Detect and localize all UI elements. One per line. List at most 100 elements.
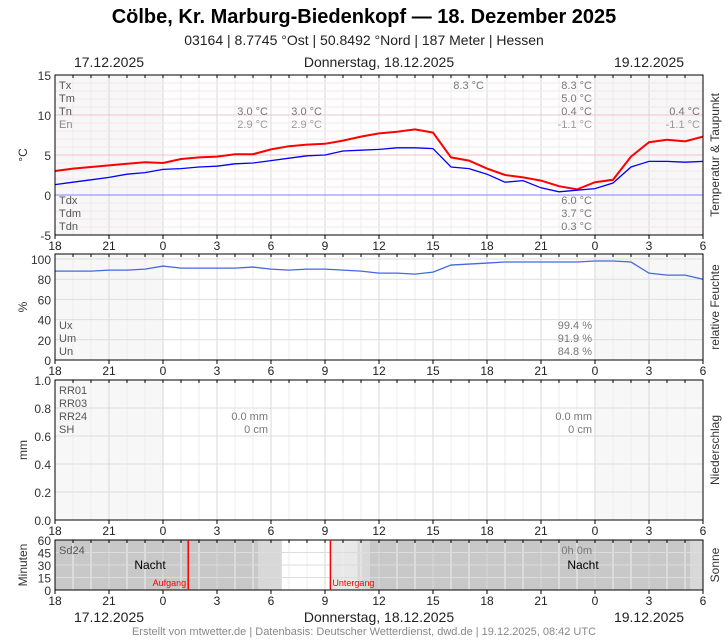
- humidity-line: [55, 260, 704, 280]
- stat-value: 0.4 °C: [561, 106, 592, 118]
- stat-value: 0.0 mm: [231, 411, 268, 423]
- x-tick-label: 3: [214, 239, 221, 253]
- stat-label: Tx: [59, 80, 72, 92]
- x-tick-label: 18: [48, 239, 62, 253]
- x-tick-label: 15: [426, 524, 440, 538]
- date-right-bottom: 19.12.2025: [614, 609, 684, 625]
- y-tick-label: 5: [44, 149, 51, 163]
- x-tick-label: 3: [214, 594, 221, 608]
- y-tick-label: 0.6: [34, 430, 51, 444]
- side-label: Sonne: [708, 547, 722, 582]
- y-tick-label: 10: [38, 109, 52, 123]
- stat-label: Un: [59, 346, 73, 358]
- stat-value: 99.4 %: [558, 320, 592, 332]
- y-tick-label: 1.0: [34, 374, 51, 388]
- plot-frame: [54, 74, 704, 236]
- y-tick-label: 0: [44, 584, 51, 598]
- x-tick-label: 6: [268, 594, 275, 608]
- date-right: 19.12.2025: [614, 54, 684, 70]
- x-tick-label: 21: [102, 594, 116, 608]
- x-tick-label: 3: [214, 364, 221, 378]
- y-tick-label: 80: [38, 273, 52, 287]
- stat-label: RR24: [59, 411, 87, 423]
- temperature-line: [54, 128, 704, 191]
- night-label: Nacht: [567, 558, 599, 572]
- x-tick-label: 12: [372, 594, 386, 608]
- stat-value: 0 cm: [568, 424, 592, 436]
- x-tick-label: 18: [48, 364, 62, 378]
- y-axis-label: °C: [16, 148, 30, 162]
- x-tick-label: 18: [480, 364, 494, 378]
- date-left-bottom: 17.12.2025: [74, 609, 144, 625]
- x-tick-label: 9: [322, 364, 329, 378]
- x-tick-label: 21: [102, 524, 116, 538]
- x-tick-label: 3: [646, 364, 653, 378]
- stat-value: -1.1 °C: [666, 119, 700, 131]
- x-tick-label: 18: [480, 524, 494, 538]
- plot-frame: [54, 539, 704, 591]
- footer-credits: Erstellt von mtwetter.de | Datenbasis: D…: [131, 626, 597, 638]
- stat-value: 84.8 %: [558, 346, 592, 358]
- tx-marker-value: 8.3 °C: [453, 80, 484, 92]
- stat-label: Um: [59, 333, 76, 345]
- stat-value: -1.1 °C: [558, 119, 592, 131]
- dewpoint-line: [54, 147, 704, 193]
- page-title: Cölbe, Kr. Marburg-Biedenkopf — 18. Deze…: [111, 6, 617, 28]
- x-tick-label: 6: [700, 594, 707, 608]
- dewpoint-stat-value: 6.0 °C: [561, 195, 592, 207]
- y-tick-label: 100: [31, 253, 51, 267]
- y-tick-label: 20: [38, 334, 52, 348]
- y-axis-label: Minuten: [16, 544, 30, 587]
- dewpoint-stat-value: 3.7 °C: [561, 208, 592, 220]
- station-info: 03164 | 8.7745 °Ost | 50.8492 °Nord | 18…: [184, 32, 544, 48]
- stat-value: 2.9 °C: [237, 119, 268, 131]
- x-tick-label: 21: [534, 594, 548, 608]
- x-tick-label: 21: [102, 364, 116, 378]
- y-tick-label: 0: [44, 189, 51, 203]
- date-left: 17.12.2025: [74, 54, 144, 70]
- x-tick-label: 3: [646, 239, 653, 253]
- stat-label: RR03: [59, 398, 87, 410]
- night-label: Nacht: [134, 558, 166, 572]
- sunset-label: Untergang: [332, 578, 374, 588]
- y-tick-label: 0: [44, 354, 51, 368]
- dewpoint-stat-label: Tdm: [59, 208, 81, 220]
- x-tick-label: 9: [322, 594, 329, 608]
- x-tick-label: 12: [372, 239, 386, 253]
- dewpoint-stat-label: Tdx: [59, 195, 78, 207]
- y-tick-label: 0.8: [34, 402, 51, 416]
- y-tick-label: 0.0: [34, 514, 51, 528]
- y-tick-label: 45: [38, 547, 52, 561]
- x-tick-label: 18: [480, 594, 494, 608]
- x-tick-label: 21: [534, 524, 548, 538]
- stat-label: SH: [59, 424, 74, 436]
- dewpoint-stat-label: Tdn: [59, 221, 78, 233]
- x-tick-label: 21: [534, 239, 548, 253]
- x-tick-label: 9: [322, 524, 329, 538]
- y-tick-label: 15: [38, 69, 52, 83]
- y-axis-label: mm: [16, 440, 30, 460]
- stat-label: Tm: [59, 93, 75, 105]
- x-tick-label: 0: [592, 524, 599, 538]
- x-tick-label: 6: [268, 524, 275, 538]
- x-tick-label: 0: [592, 239, 599, 253]
- y-tick-label: 0.4: [34, 458, 51, 472]
- stat-label: RR01: [59, 385, 87, 397]
- x-tick-label: 3: [214, 524, 221, 538]
- stat-label: En: [59, 119, 72, 131]
- stat-value: 3.0 °C: [291, 106, 322, 118]
- stat-label: Tn: [59, 106, 72, 118]
- stat-value: 0 cm: [244, 424, 268, 436]
- stat-value: 0h 0m: [561, 545, 592, 557]
- x-tick-label: 15: [426, 239, 440, 253]
- stat-value: 5.0 °C: [561, 93, 592, 105]
- x-tick-label: 6: [700, 524, 707, 538]
- plot-frame: [54, 253, 704, 361]
- y-axis-label: %: [16, 301, 30, 312]
- stat-value: 0.4 °C: [669, 106, 700, 118]
- y-tick-label: 30: [38, 559, 52, 573]
- x-tick-label: 18: [48, 594, 62, 608]
- dewpoint-stat-value: 0.3 °C: [561, 221, 592, 233]
- y-tick-label: -5: [40, 229, 51, 243]
